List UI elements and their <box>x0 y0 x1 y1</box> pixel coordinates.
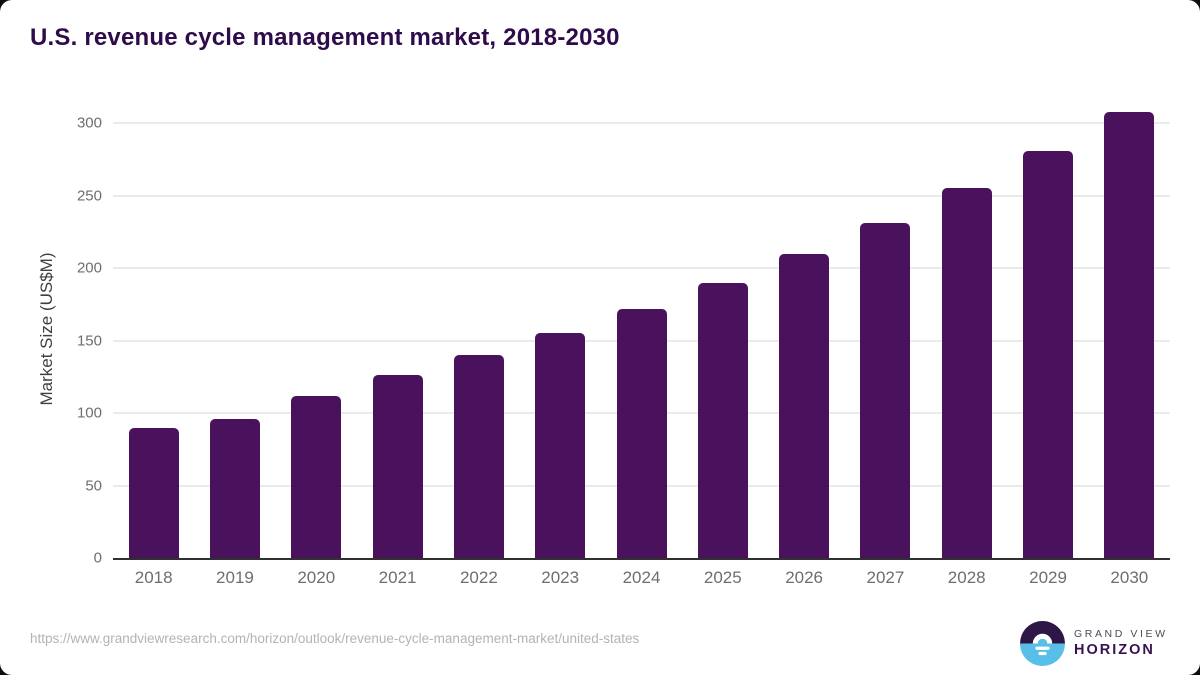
y-tick-label-200: 200 <box>76 259 102 277</box>
x-tick-label-2018: 2018 <box>134 568 173 587</box>
bar-2021 <box>372 375 423 558</box>
x-tick-label-2028: 2028 <box>947 568 986 587</box>
chart-title: U.S. revenue cycle management market, 20… <box>30 24 620 51</box>
horizon-sun-logo-icon <box>1020 620 1065 666</box>
bar-2024 <box>616 308 667 558</box>
y-tick-label-250: 250 <box>76 187 102 205</box>
logo-line2: HORIZON <box>1074 642 1155 658</box>
y-tick-label-300: 300 <box>76 114 102 132</box>
bar-2029 <box>1023 150 1074 558</box>
gridline-250 <box>113 194 1170 197</box>
y-tick-label-50: 50 <box>85 477 102 495</box>
logo-line1: GRAND VIEW <box>1074 628 1168 640</box>
bar-2028 <box>941 188 992 558</box>
bar-2022 <box>453 355 504 558</box>
x-tick-label-2026: 2026 <box>785 568 824 587</box>
source-url: https://www.grandviewresearch.com/horizo… <box>30 631 640 646</box>
brand-logo: GRAND VIEW HORIZON <box>1020 620 1168 666</box>
bar-2030 <box>1104 111 1155 558</box>
gridline-200 <box>113 267 1170 270</box>
bar-2018 <box>128 427 179 558</box>
logo-text: GRAND VIEW HORIZON <box>1074 628 1168 658</box>
x-tick-label-2025: 2025 <box>703 568 742 587</box>
x-tick-label-2019: 2019 <box>216 568 254 587</box>
x-tick-label-2021: 2021 <box>378 568 417 587</box>
x-tick-label-2022: 2022 <box>459 568 498 587</box>
x-tick-label-2023: 2023 <box>541 568 580 587</box>
x-tick-label-2029: 2029 <box>1029 568 1067 587</box>
bar-2020 <box>291 395 342 558</box>
bar-2026 <box>779 253 830 558</box>
gridline-300 <box>113 122 1170 125</box>
x-tick-label-2020: 2020 <box>297 568 336 587</box>
x-tick-label-2024: 2024 <box>622 568 661 587</box>
x-tick-label-2030: 2030 <box>1110 568 1149 587</box>
bar-2025 <box>697 282 748 558</box>
bar-2019 <box>209 418 260 558</box>
y-tick-label-100: 100 <box>76 404 102 422</box>
bar-2027 <box>860 223 911 558</box>
y-tick-label-150: 150 <box>76 332 102 350</box>
y-tick-label-0: 0 <box>93 549 102 567</box>
bar-2023 <box>535 333 586 558</box>
x-tick-label-2027: 2027 <box>866 568 905 587</box>
plot-area: 0 50 100 150 200 250 300 2018 2019 2020 2021 2022 20… <box>77 100 1170 587</box>
